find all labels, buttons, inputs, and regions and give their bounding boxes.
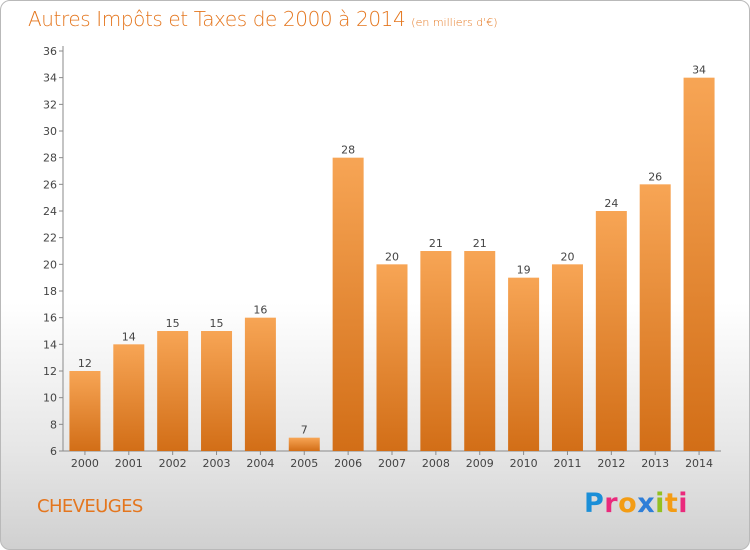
y-tick-label: 20 (43, 258, 57, 271)
x-tick-label: 2003 (203, 457, 231, 470)
x-tick-label: 2006 (334, 457, 362, 470)
bar (157, 331, 189, 451)
x-tick-label: 2007 (378, 457, 406, 470)
x-tick-label: 2002 (159, 457, 187, 470)
x-tick-label: 2012 (597, 457, 625, 470)
bar (376, 264, 408, 451)
data-label: 26 (648, 170, 662, 183)
commune-name: CHEVEUGES (37, 496, 143, 517)
x-tick-label: 2014 (685, 457, 713, 470)
y-tick-label: 24 (43, 205, 57, 218)
bar (551, 264, 583, 451)
data-label: 12 (78, 357, 92, 370)
bar (508, 277, 540, 451)
y-tick-label: 32 (43, 98, 57, 111)
bars (69, 77, 715, 452)
data-label: 28 (341, 144, 355, 157)
bar (639, 184, 671, 452)
x-tick-label: 2004 (246, 457, 274, 470)
chart-subtitle: (en milliers d'€) (411, 16, 498, 29)
bar (420, 251, 452, 451)
y-tick-label: 16 (43, 312, 57, 325)
bar (201, 331, 233, 451)
logo-letter: t (664, 488, 679, 519)
bar (244, 317, 276, 451)
y-tick-label: 14 (43, 338, 57, 351)
y-tick-label: 36 (43, 45, 57, 58)
y-tick-label: 8 (50, 418, 57, 431)
bar (464, 251, 496, 451)
x-tick-label: 2008 (422, 457, 450, 470)
bar (69, 371, 101, 451)
y-axis: 6 8 10 12 14 16 18 20 22 24 26 28 30 32 34 36 (43, 45, 64, 458)
x-tick-label: 2013 (641, 457, 669, 470)
data-label: 15 (166, 317, 180, 330)
data-label: 14 (122, 330, 136, 343)
bar (113, 344, 145, 451)
bar (288, 437, 320, 451)
data-labels: 12 14 15 15 16 7 28 20 21 21 19 20 24 26 34 (78, 64, 706, 437)
logo-letter: x (637, 488, 656, 519)
x-tick-label: 2000 (71, 457, 99, 470)
data-label: 21 (429, 237, 443, 250)
data-label: 19 (517, 264, 531, 277)
bar (332, 157, 364, 451)
logo-letter: r (604, 488, 619, 519)
x-tick-label: 2011 (553, 457, 581, 470)
x-tick-label: 2009 (466, 457, 494, 470)
logo-letter: P (584, 488, 605, 519)
logo-letter: i (655, 488, 665, 519)
y-tick-label: 26 (43, 178, 57, 191)
y-tick-label: 34 (43, 72, 57, 85)
chart-title-text: Autres Impôts et Taxes de 2000 à 2014 (28, 7, 406, 31)
data-label: 7 (301, 424, 308, 437)
data-label: 34 (692, 64, 706, 77)
data-label: 20 (560, 250, 574, 263)
y-tick-label: 10 (43, 392, 57, 405)
bar (683, 77, 715, 452)
data-label: 24 (604, 197, 618, 210)
y-tick-label: 6 (50, 445, 57, 458)
y-tick-label: 12 (43, 365, 57, 378)
y-tick-label: 30 (43, 125, 57, 138)
logo-letter: i (678, 488, 689, 519)
data-label: 21 (473, 237, 487, 250)
y-tick-label: 22 (43, 232, 57, 245)
x-tick-label: 2010 (510, 457, 538, 470)
x-tick-label: 2001 (115, 457, 143, 470)
x-axis: 2000 2001 2002 2003 2004 2005 2006 2007 2008 2009… (63, 450, 721, 470)
x-tick-label: 2005 (290, 457, 318, 470)
data-label: 20 (385, 250, 399, 263)
y-tick-label: 28 (43, 152, 57, 165)
chart-title: Autres Impôts et Taxes de 2000 à 2014 (en… (28, 7, 498, 31)
data-label: 16 (253, 304, 267, 317)
y-tick-label: 18 (43, 285, 57, 298)
logo-letter: o (618, 488, 638, 519)
proxiti-logo[interactable]: Proxiti (584, 488, 688, 519)
data-label: 15 (210, 317, 224, 330)
bar (595, 211, 627, 451)
